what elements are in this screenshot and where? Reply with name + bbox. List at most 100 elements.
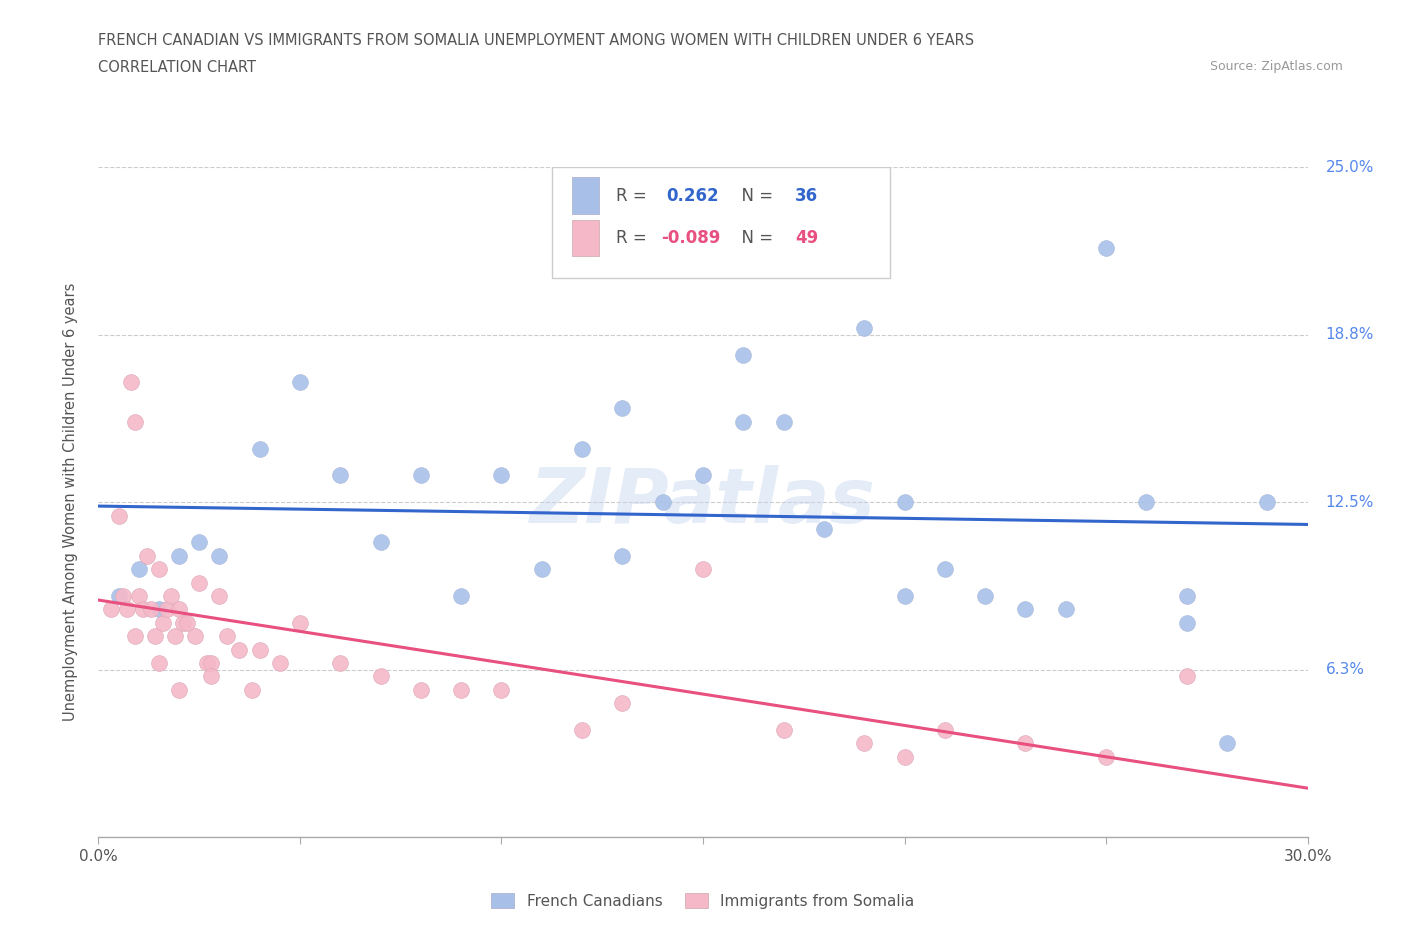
Point <box>409 683 432 698</box>
Point <box>128 589 150 604</box>
Text: 6.3%: 6.3% <box>1326 662 1365 677</box>
Point <box>491 468 513 483</box>
Point <box>612 549 634 564</box>
Y-axis label: Unemployment Among Women with Children Under 6 years: Unemployment Among Women with Children U… <box>63 283 77 722</box>
Point <box>853 321 876 336</box>
Point <box>143 629 166 644</box>
Point <box>172 616 194 631</box>
Point <box>651 495 673 510</box>
Point <box>200 669 222 684</box>
Point <box>772 415 794 430</box>
Point <box>208 549 231 564</box>
Point <box>167 549 190 564</box>
Text: N =: N = <box>731 230 778 247</box>
Point <box>200 656 222 671</box>
Text: 0.262: 0.262 <box>666 187 720 206</box>
Point <box>733 415 755 430</box>
Point <box>120 374 142 389</box>
Point <box>1216 736 1239 751</box>
Point <box>1175 669 1198 684</box>
Point <box>692 562 714 577</box>
Point <box>132 602 155 617</box>
Point <box>188 575 211 590</box>
Text: FRENCH CANADIAN VS IMMIGRANTS FROM SOMALIA UNEMPLOYMENT AMONG WOMEN WITH CHILDRE: FRENCH CANADIAN VS IMMIGRANTS FROM SOMAL… <box>98 33 974 47</box>
Point <box>148 602 170 617</box>
Point <box>124 415 146 430</box>
FancyBboxPatch shape <box>572 219 599 257</box>
Text: 12.5%: 12.5% <box>1326 495 1374 510</box>
Point <box>370 535 392 550</box>
Point <box>370 669 392 684</box>
Point <box>160 589 183 604</box>
Text: N =: N = <box>731 187 778 206</box>
Point <box>240 683 263 698</box>
Point <box>450 589 472 604</box>
Point <box>167 683 190 698</box>
Point <box>139 602 162 617</box>
Text: -0.089: -0.089 <box>661 230 720 247</box>
FancyBboxPatch shape <box>551 167 890 278</box>
Point <box>208 589 231 604</box>
Point <box>893 750 915 764</box>
Text: 36: 36 <box>794 187 818 206</box>
FancyBboxPatch shape <box>572 178 599 214</box>
Point <box>733 348 755 363</box>
Point <box>111 589 134 604</box>
Point <box>1054 602 1077 617</box>
Point <box>450 683 472 698</box>
Point <box>176 616 198 631</box>
Point <box>249 642 271 657</box>
Text: R =: R = <box>616 187 652 206</box>
Point <box>188 535 211 550</box>
Point <box>195 656 218 671</box>
Point <box>934 723 956 737</box>
Point <box>893 495 915 510</box>
Point <box>893 589 915 604</box>
Point <box>124 629 146 644</box>
Point <box>288 616 311 631</box>
Point <box>217 629 239 644</box>
Point <box>530 562 553 577</box>
Point <box>571 441 593 456</box>
Point <box>612 696 634 711</box>
Point <box>571 723 593 737</box>
Point <box>249 441 271 456</box>
Point <box>974 589 997 604</box>
Point <box>491 683 513 698</box>
Point <box>1095 750 1118 764</box>
Point <box>409 468 432 483</box>
Point <box>329 468 352 483</box>
Text: CORRELATION CHART: CORRELATION CHART <box>98 60 256 75</box>
Point <box>100 602 122 617</box>
Point <box>167 602 190 617</box>
Legend: French Canadians, Immigrants from Somalia: French Canadians, Immigrants from Somali… <box>484 885 922 916</box>
Point <box>813 522 835 537</box>
Text: Source: ZipAtlas.com: Source: ZipAtlas.com <box>1209 60 1343 73</box>
Point <box>1175 616 1198 631</box>
Point <box>148 656 170 671</box>
Point <box>1256 495 1278 510</box>
Point <box>1095 240 1118 255</box>
Point <box>156 602 179 617</box>
Point <box>107 589 129 604</box>
Point <box>269 656 291 671</box>
Point <box>1014 736 1036 751</box>
Point <box>228 642 250 657</box>
Point <box>934 562 956 577</box>
Text: 49: 49 <box>794 230 818 247</box>
Point <box>1135 495 1157 510</box>
Text: ZIPatlas: ZIPatlas <box>530 465 876 539</box>
Point <box>853 736 876 751</box>
Text: 25.0%: 25.0% <box>1326 160 1374 175</box>
Point <box>148 562 170 577</box>
Point <box>107 508 129 523</box>
Point <box>329 656 352 671</box>
Point <box>692 468 714 483</box>
Point <box>288 374 311 389</box>
Point <box>772 723 794 737</box>
Point <box>1014 602 1036 617</box>
Point <box>1175 589 1198 604</box>
Point <box>115 602 138 617</box>
Text: 18.8%: 18.8% <box>1326 327 1374 342</box>
Point <box>152 616 174 631</box>
